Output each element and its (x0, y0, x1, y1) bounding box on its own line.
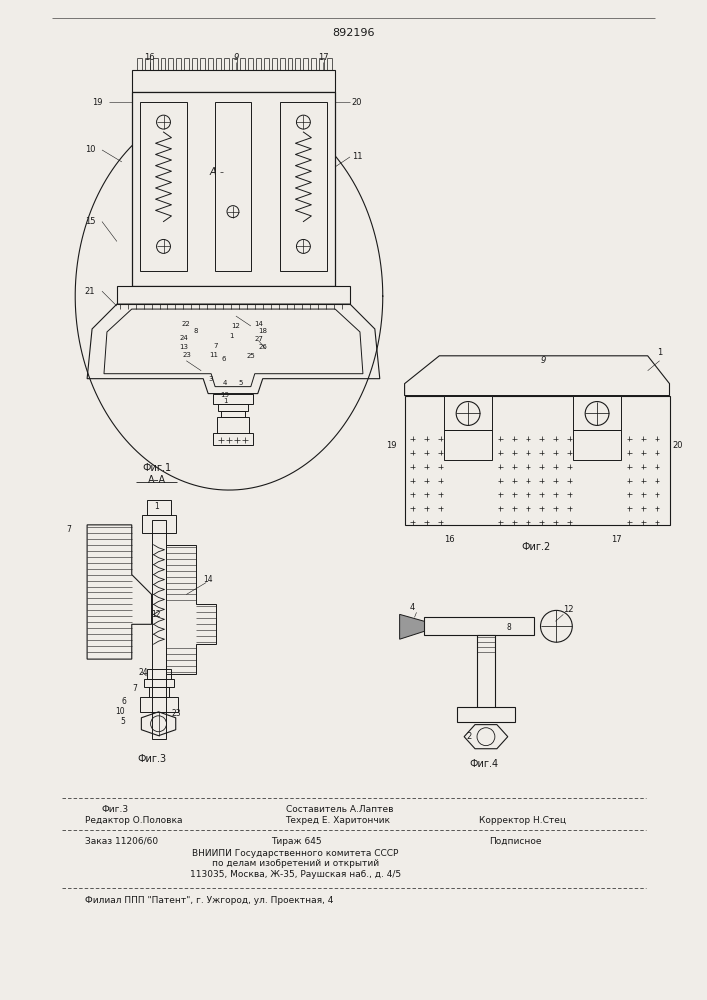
Text: 2: 2 (467, 732, 472, 741)
Bar (573, 396, 621, 430)
Bar (215, 102, 251, 271)
Text: 20: 20 (672, 441, 683, 450)
Text: 1: 1 (223, 398, 227, 404)
Text: 6: 6 (222, 356, 226, 362)
Text: 19: 19 (92, 98, 103, 107)
Text: 892196: 892196 (332, 28, 374, 38)
Bar (146, 669, 171, 679)
Text: 12: 12 (151, 610, 161, 619)
Text: 24: 24 (180, 335, 189, 341)
Text: А–А: А–А (148, 475, 165, 485)
Text: 8: 8 (506, 623, 511, 632)
Text: 17: 17 (318, 53, 329, 62)
Text: 7: 7 (67, 525, 71, 534)
Text: 5: 5 (239, 380, 243, 386)
Bar (444, 396, 492, 430)
Text: 4: 4 (410, 603, 415, 612)
Bar (404, 396, 670, 525)
Text: 27: 27 (255, 336, 263, 342)
Text: 20: 20 (351, 98, 362, 107)
Text: 14: 14 (204, 575, 213, 584)
Text: A: A (210, 167, 216, 177)
Text: Фиг.1: Фиг.1 (142, 463, 171, 473)
Text: 9: 9 (541, 356, 547, 365)
Text: 16: 16 (144, 53, 155, 62)
Text: 17: 17 (611, 535, 621, 544)
Text: 6: 6 (122, 697, 127, 706)
Text: 18: 18 (258, 328, 267, 334)
Bar (140, 697, 178, 712)
Bar (141, 515, 177, 533)
Text: 22: 22 (182, 321, 191, 327)
Text: Фиг.3: Фиг.3 (137, 754, 166, 764)
Bar (140, 102, 187, 271)
Bar (132, 70, 335, 92)
Bar (573, 430, 621, 460)
Bar (151, 520, 166, 739)
Text: 16: 16 (444, 535, 455, 544)
Text: 11: 11 (209, 352, 218, 358)
Bar (217, 417, 249, 435)
Text: Заказ 11206/60: Заказ 11206/60 (85, 837, 158, 846)
Text: Фиг.3: Фиг.3 (102, 805, 129, 814)
Text: 23: 23 (183, 352, 192, 358)
Text: 3: 3 (209, 376, 214, 382)
Text: 10: 10 (85, 145, 95, 154)
Bar (477, 635, 495, 710)
Bar (218, 404, 248, 411)
Text: Составитель А.Лаптев: Составитель А.Лаптев (286, 805, 393, 814)
Text: 11: 11 (351, 152, 362, 161)
Bar (444, 430, 492, 460)
Text: 15: 15 (85, 217, 95, 226)
Text: 12: 12 (231, 323, 240, 329)
Text: Фиг.4: Фиг.4 (469, 759, 498, 769)
Bar (213, 394, 253, 404)
Text: 113035, Москва, Ж-35, Раушская наб., д. 4/5: 113035, Москва, Ж-35, Раушская наб., д. … (190, 870, 401, 879)
Text: ВНИИПИ Государственного комитета СССР: ВНИИПИ Государственного комитета СССР (192, 849, 399, 858)
Bar (221, 411, 245, 417)
Text: 1: 1 (154, 502, 159, 511)
Text: 1: 1 (229, 333, 233, 339)
Bar (279, 102, 327, 271)
Text: Филиал ППП "Патент", г. Ужгород, ул. Проектная, 4: Филиал ППП "Патент", г. Ужгород, ул. Про… (85, 896, 334, 905)
Bar (132, 92, 335, 286)
Text: по делам изобретений и открытий: по делам изобретений и открытий (212, 859, 379, 868)
Text: 8: 8 (194, 328, 199, 334)
Text: 26: 26 (258, 344, 267, 350)
Text: Техред Е. Харитончик: Техред Е. Харитончик (286, 816, 390, 825)
Text: 5: 5 (120, 717, 125, 726)
Text: Корректор Н.Стец: Корректор Н.Стец (479, 816, 566, 825)
Text: Тираж 645: Тираж 645 (271, 837, 321, 846)
Text: 25: 25 (247, 353, 255, 359)
Bar (117, 286, 350, 304)
Text: 7: 7 (132, 684, 136, 693)
Text: 19: 19 (221, 392, 230, 398)
Bar (148, 687, 170, 697)
Text: 14: 14 (255, 321, 263, 327)
Bar (146, 500, 171, 515)
Text: 23: 23 (172, 709, 181, 718)
Polygon shape (399, 614, 424, 639)
Text: 12: 12 (563, 605, 573, 614)
Text: 13: 13 (179, 344, 188, 350)
Bar (424, 617, 534, 635)
Text: 9: 9 (233, 53, 239, 62)
Text: Редактор О.Половка: Редактор О.Половка (85, 816, 182, 825)
Text: 4: 4 (223, 380, 227, 386)
Text: 7: 7 (214, 343, 218, 349)
Text: Подписное: Подписное (489, 837, 542, 846)
Bar (457, 707, 515, 722)
Text: 24: 24 (139, 668, 148, 677)
Bar (144, 679, 175, 687)
Text: Фиг.2: Фиг.2 (521, 542, 550, 552)
Text: 1: 1 (657, 348, 662, 357)
Text: 10: 10 (115, 707, 125, 716)
Bar (213, 433, 253, 445)
Text: 19: 19 (387, 441, 397, 450)
Text: 21: 21 (85, 287, 95, 296)
